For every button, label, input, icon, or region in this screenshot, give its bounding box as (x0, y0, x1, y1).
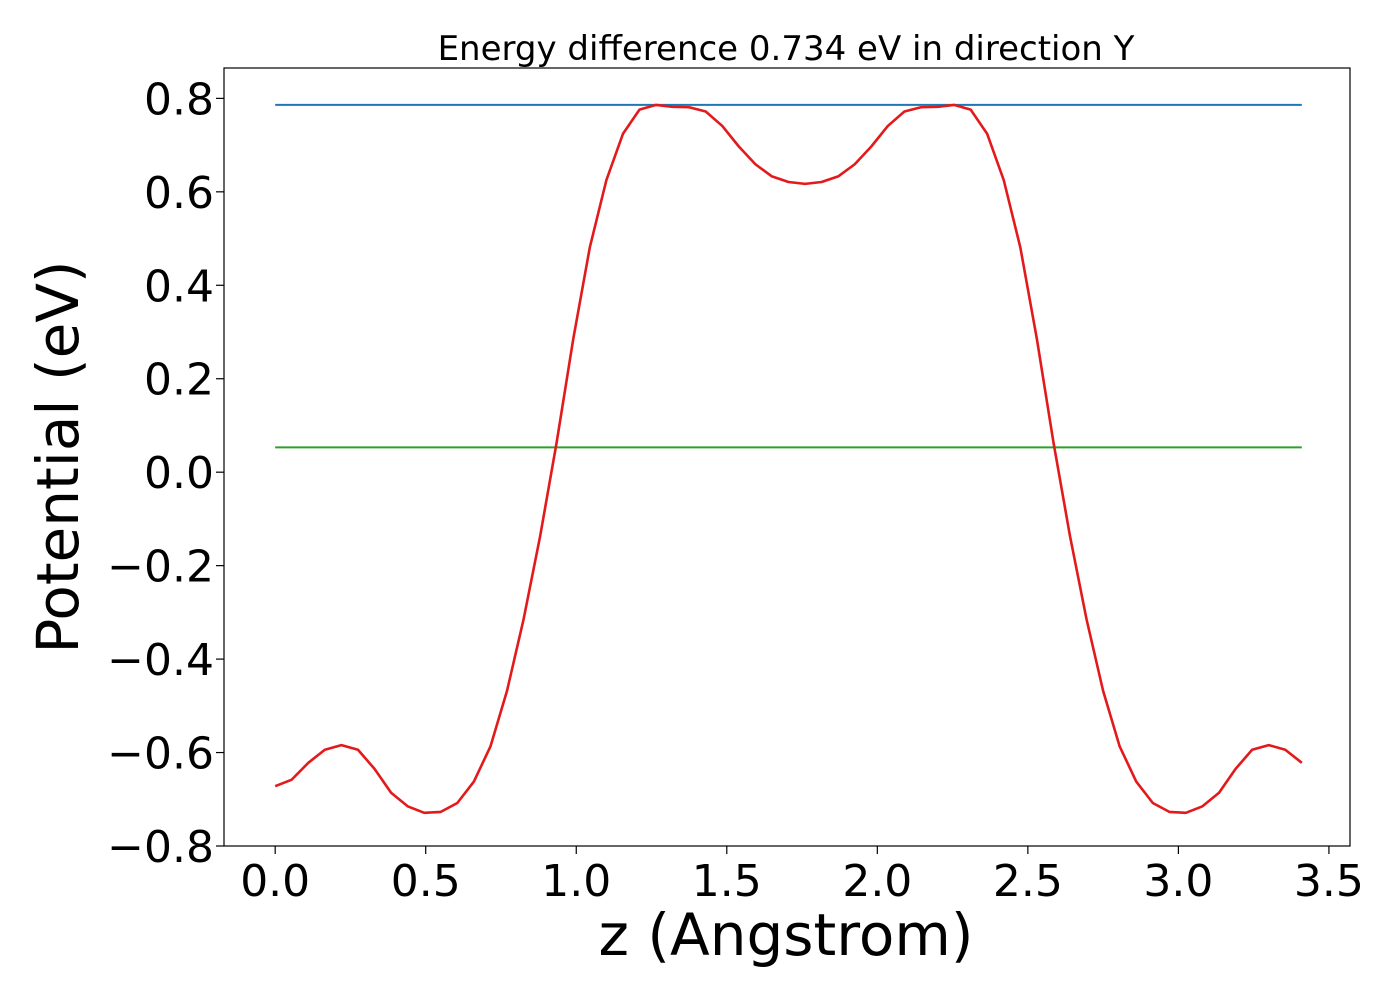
y-tick-label: 0.6 (144, 168, 214, 219)
x-tick-label: 3.5 (1294, 856, 1364, 907)
y-tick-label: 0.2 (144, 355, 214, 406)
y-axis-title: Potential (eV) (24, 260, 92, 653)
x-tick-label: 0.0 (240, 856, 310, 907)
x-axis: 0.0 0.5 1.0 1.5 2.0 2.5 3.0 3.5 (240, 846, 1364, 907)
y-tick-label: −0.2 (107, 542, 214, 593)
x-tick-label: 2.5 (993, 856, 1063, 907)
y-tick-label: 0.4 (144, 261, 214, 312)
y-tick-label: 0.0 (144, 448, 214, 499)
y-axis: −0.8 −0.6 −0.4 −0.2 0.0 0.2 0.4 0.6 0.8 (107, 74, 224, 873)
plot-frame (223, 67, 1351, 847)
x-tick-label: 2.0 (842, 856, 912, 907)
y-tick-label: −0.6 (107, 729, 214, 780)
x-tick-label: 1.0 (541, 856, 611, 907)
chart-title: Energy difference 0.734 eV in direction … (438, 29, 1135, 69)
y-tick-label: 0.8 (144, 74, 214, 125)
x-tick-label: 3.0 (1143, 856, 1213, 907)
x-tick-label: 1.5 (692, 856, 762, 907)
y-tick-label: −0.4 (107, 635, 214, 686)
y-tick-label: −0.8 (107, 822, 214, 873)
series-line-2 (274, 103, 1303, 815)
x-axis-title: z (Angstrom) (599, 901, 974, 969)
x-tick-label: 0.5 (391, 856, 461, 907)
plot-area (274, 103, 1303, 815)
